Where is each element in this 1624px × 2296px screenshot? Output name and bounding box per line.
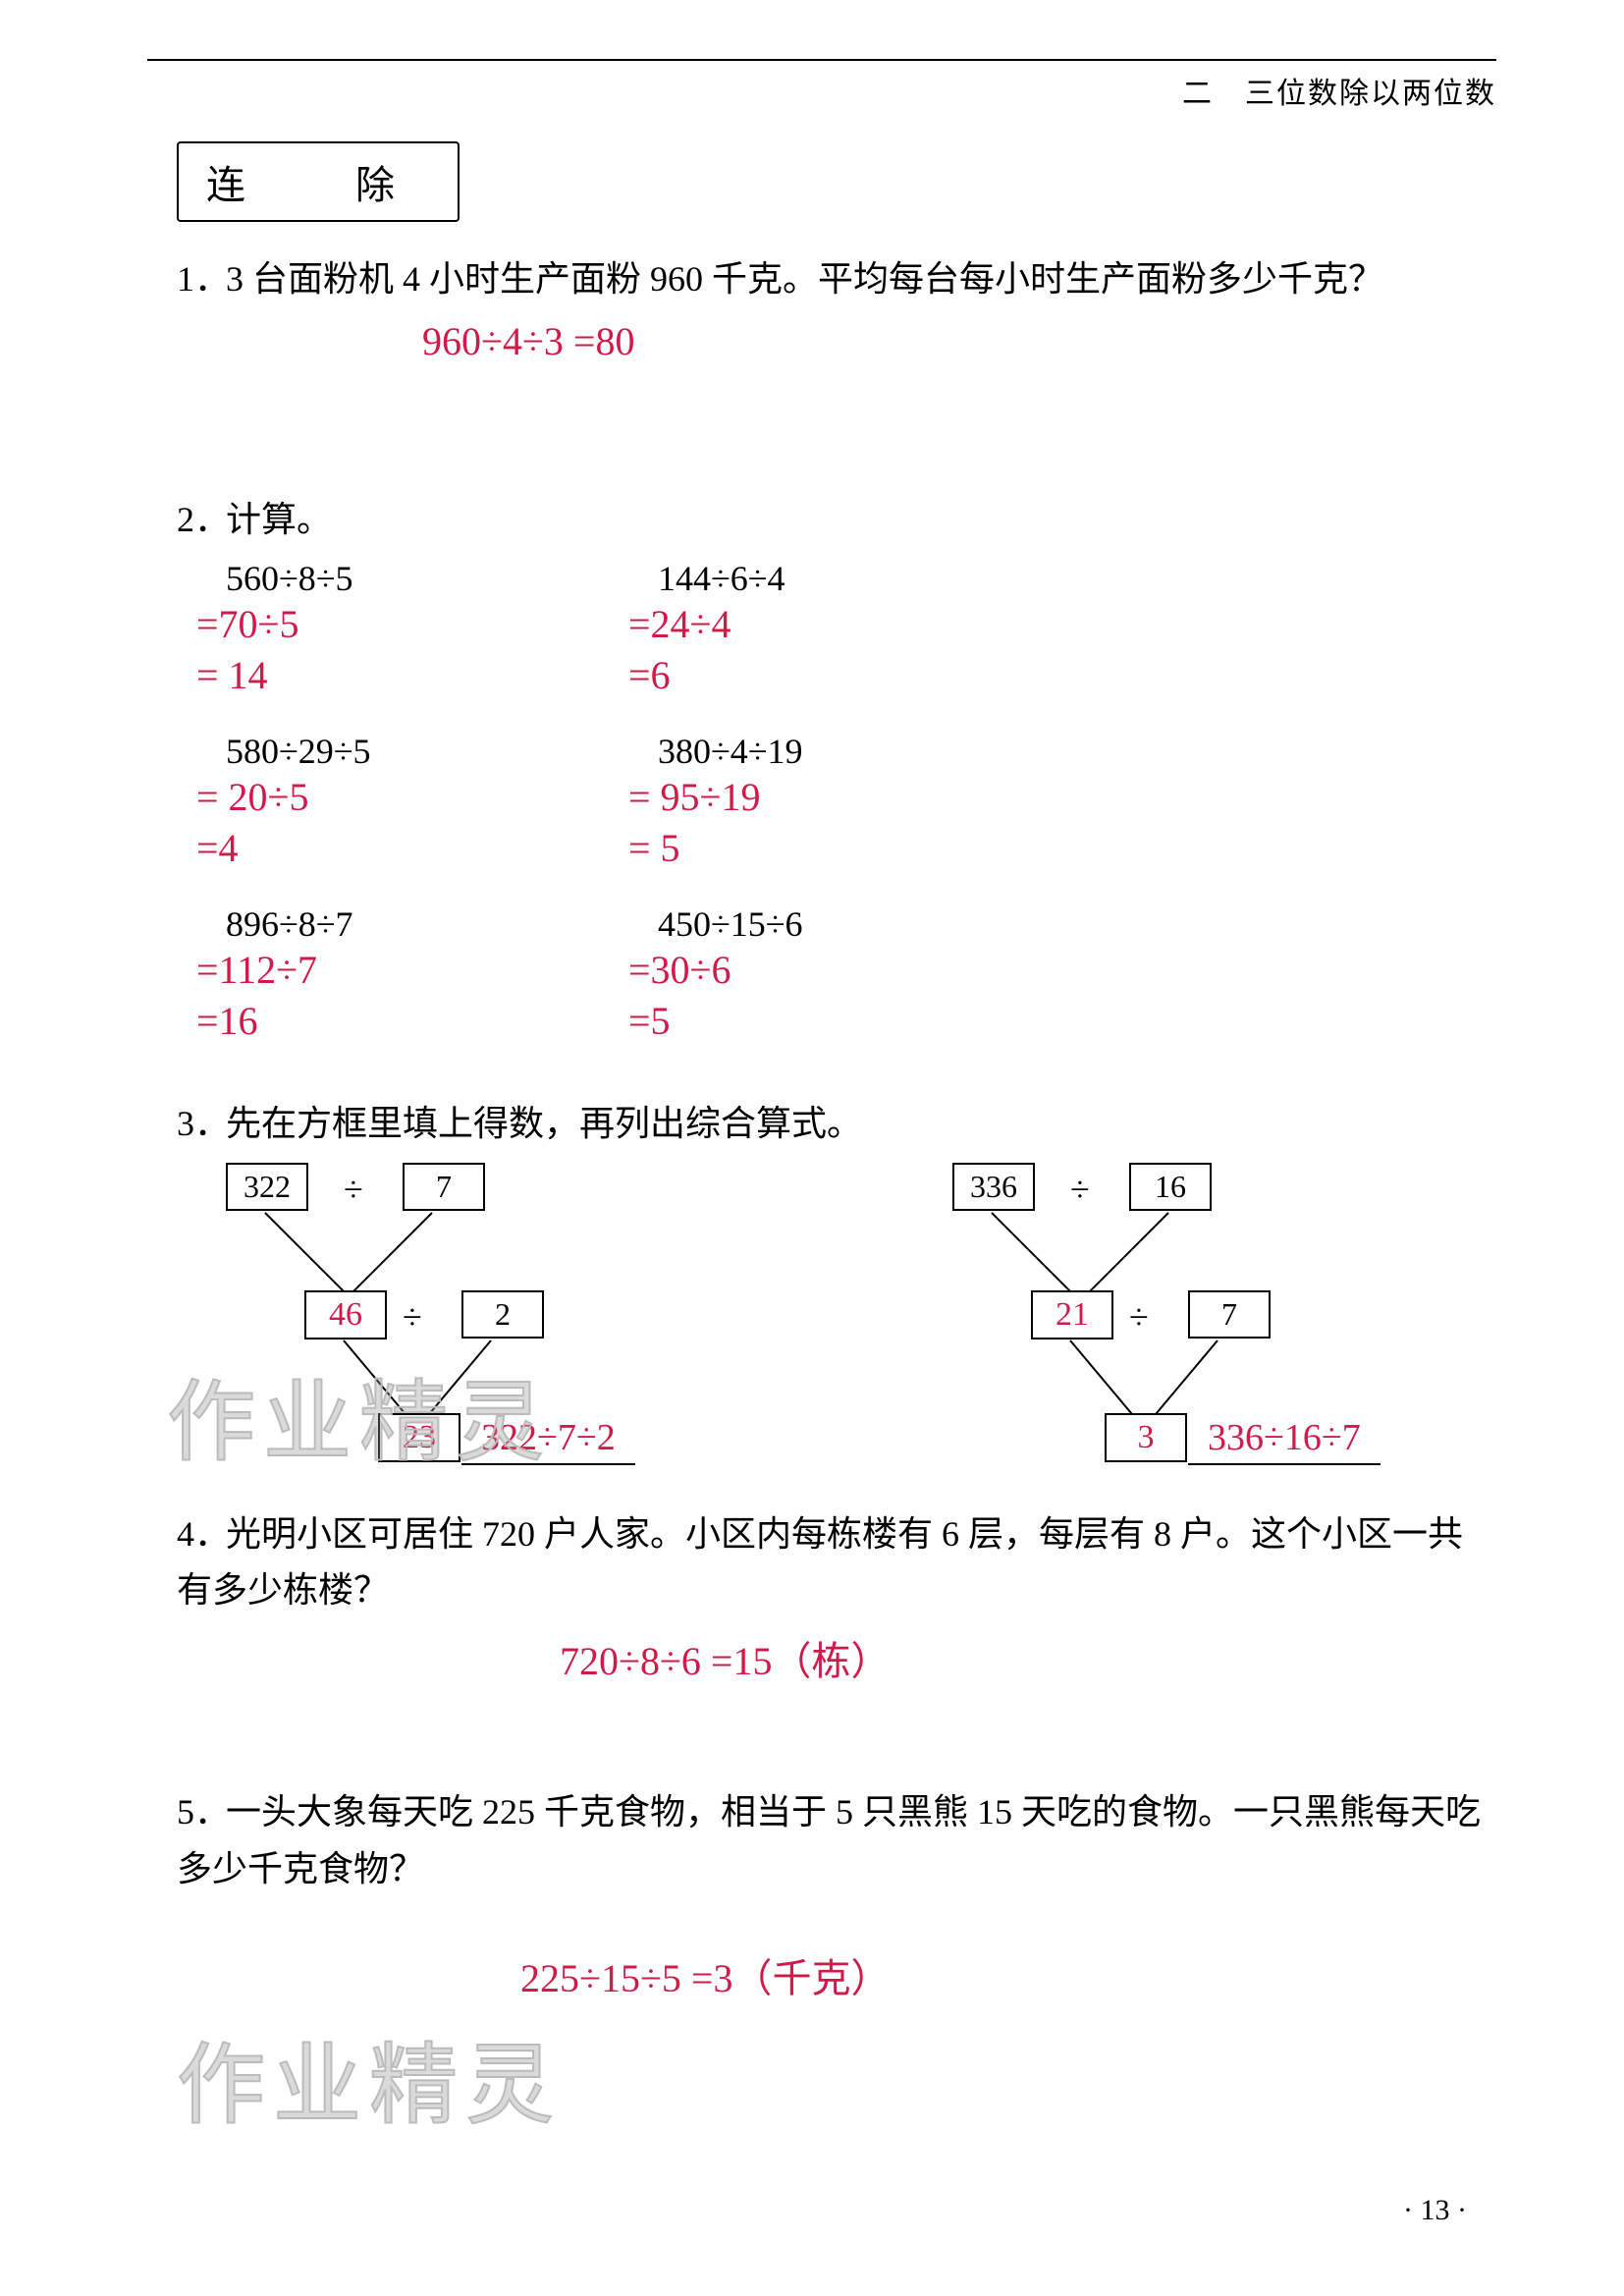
tree-line <box>348 1212 432 1296</box>
tree-op: ÷ <box>1070 1169 1090 1210</box>
problem-text: 光明小区可居住 720 户人家。小区内每栋楼有 6 层，每层有 8 户。这个小区… <box>177 1514 1463 1611</box>
tree-line <box>991 1212 1075 1296</box>
tree-box: 16 <box>1129 1163 1212 1211</box>
page: 二 三位数除以两位数 连 除 1．3 台面粉机 4 小时生产面粉 960 千克。… <box>0 0 1624 2296</box>
problem-number: 1． <box>177 251 226 308</box>
tree-box-hand: 3 <box>1105 1413 1187 1462</box>
calc-item: 580÷29÷5 = 20÷5 =4 <box>226 731 658 874</box>
tree-box-hand: 46 <box>304 1290 387 1339</box>
tree-expression: 322÷7÷2 <box>461 1416 635 1465</box>
calc-step: =6 <box>628 650 1090 701</box>
problem-5: 5．一头大象每天吃 225 千克食物，相当于 5 只黑熊 15 天吃的食物。一只… <box>177 1784 1496 1897</box>
calc-expr: 144÷6÷4 <box>658 558 1090 599</box>
tree-box: 7 <box>403 1163 485 1211</box>
problem-4-answer: 720÷8÷6 =15（栋） <box>560 1629 1496 1686</box>
calc-step: =24÷4 <box>628 599 1090 650</box>
tree-line <box>343 1339 407 1416</box>
tree-line <box>1084 1212 1168 1296</box>
problem-text: 先在方框里填上得数，再列出综合算式。 <box>226 1104 862 1143</box>
hand-value: 23 <box>403 1419 436 1455</box>
calc-expr: 450÷15÷6 <box>658 903 1090 945</box>
calc-step: = 20÷5 <box>196 772 658 823</box>
calc-expr: 380÷4÷19 <box>658 731 1090 772</box>
hand-value: 21 <box>1056 1296 1089 1333</box>
problem-1-answer: 960÷4÷3 =80 <box>422 318 1496 364</box>
tree-box: 322 <box>226 1163 308 1211</box>
calc-step: = 5 <box>628 823 1090 874</box>
section-title: 连 除 <box>177 141 460 222</box>
calc-item: 450÷15÷6 =30÷6 =5 <box>658 903 1090 1047</box>
problem-text: 3 台面粉机 4 小时生产面粉 960 千克。平均每台每小时生产面粉多少千克？ <box>226 259 1383 299</box>
problem-3: 3．先在方框里填上得数，再列出综合算式。 <box>177 1096 1496 1153</box>
calc-step: = 95÷19 <box>628 772 1090 823</box>
watermark: 作业精灵 <box>177 2013 562 2141</box>
problem-number: 4． <box>177 1506 226 1563</box>
chapter-header: 二 三位数除以两位数 <box>147 69 1496 112</box>
tree-line <box>1154 1339 1218 1416</box>
calc-step: =30÷6 <box>628 945 1090 996</box>
page-number: · 13 · <box>1403 2194 1467 2227</box>
tree-line <box>427 1339 492 1416</box>
problem-number: 3． <box>177 1096 226 1153</box>
calc-item: 144÷6÷4 =24÷4 =6 <box>658 558 1090 701</box>
problem-2: 2．计算。 <box>177 492 1496 549</box>
calc-expr: 560÷8÷5 <box>226 558 658 599</box>
tree-line <box>264 1212 349 1296</box>
calc-step: =112÷7 <box>196 945 658 996</box>
tree-op: ÷ <box>403 1296 422 1338</box>
problem-4: 4．光明小区可居住 720 户人家。小区内每栋楼有 6 层，每层有 8 户。这个… <box>177 1506 1496 1619</box>
calc-item: 380÷4÷19 = 95÷19 = 5 <box>658 731 1090 874</box>
calc-step: =70÷5 <box>196 599 658 650</box>
tree-row: 322 ÷ 7 46 ÷ 2 23 322÷7÷2 336 ÷ 16 21 ÷ … <box>206 1163 1496 1477</box>
spacer <box>147 423 1496 492</box>
calc-step: =5 <box>628 996 1090 1047</box>
problem-1: 1．3 台面粉机 4 小时生产面粉 960 千克。平均每台每小时生产面粉多少千克… <box>177 251 1496 308</box>
calc-step: = 14 <box>196 650 658 701</box>
calc-expr: 580÷29÷5 <box>226 731 658 772</box>
calc-step: =4 <box>196 823 658 874</box>
problem-5-answer: 225÷15÷5 =3（千克） <box>520 1946 1496 2003</box>
calc-expr: 896÷8÷7 <box>226 903 658 945</box>
problem-number: 5． <box>177 1784 226 1841</box>
problem-text: 一头大象每天吃 225 千克食物，相当于 5 只黑熊 15 天吃的食物。一只黑熊… <box>177 1792 1481 1888</box>
hand-value: 3 <box>1138 1419 1155 1455</box>
header-rule <box>147 59 1496 61</box>
tree-expression: 336÷16÷7 <box>1188 1416 1380 1465</box>
calc-grid: 560÷8÷5 =70÷5 = 14 144÷6÷4 =24÷4 =6 580÷… <box>226 558 1496 1076</box>
tree-box: 7 <box>1188 1290 1271 1339</box>
tree-op: ÷ <box>1129 1296 1149 1338</box>
calc-step: =16 <box>196 996 658 1047</box>
tree-op: ÷ <box>344 1169 363 1210</box>
problem-number: 2． <box>177 492 226 549</box>
calc-tree: 322 ÷ 7 46 ÷ 2 23 322÷7÷2 <box>206 1163 717 1477</box>
calc-item: 896÷8÷7 =112÷7 =16 <box>226 903 658 1047</box>
hand-value: 46 <box>329 1296 362 1333</box>
tree-box: 336 <box>952 1163 1035 1211</box>
tree-box-hand: 23 <box>378 1413 460 1462</box>
tree-line <box>1069 1339 1134 1416</box>
tree-box-hand: 21 <box>1031 1290 1113 1339</box>
calc-tree: 336 ÷ 16 21 ÷ 7 3 336÷16÷7 <box>933 1163 1443 1477</box>
calc-item: 560÷8÷5 =70÷5 = 14 <box>226 558 658 701</box>
tree-box: 2 <box>461 1290 544 1339</box>
problem-text: 计算。 <box>226 500 332 539</box>
